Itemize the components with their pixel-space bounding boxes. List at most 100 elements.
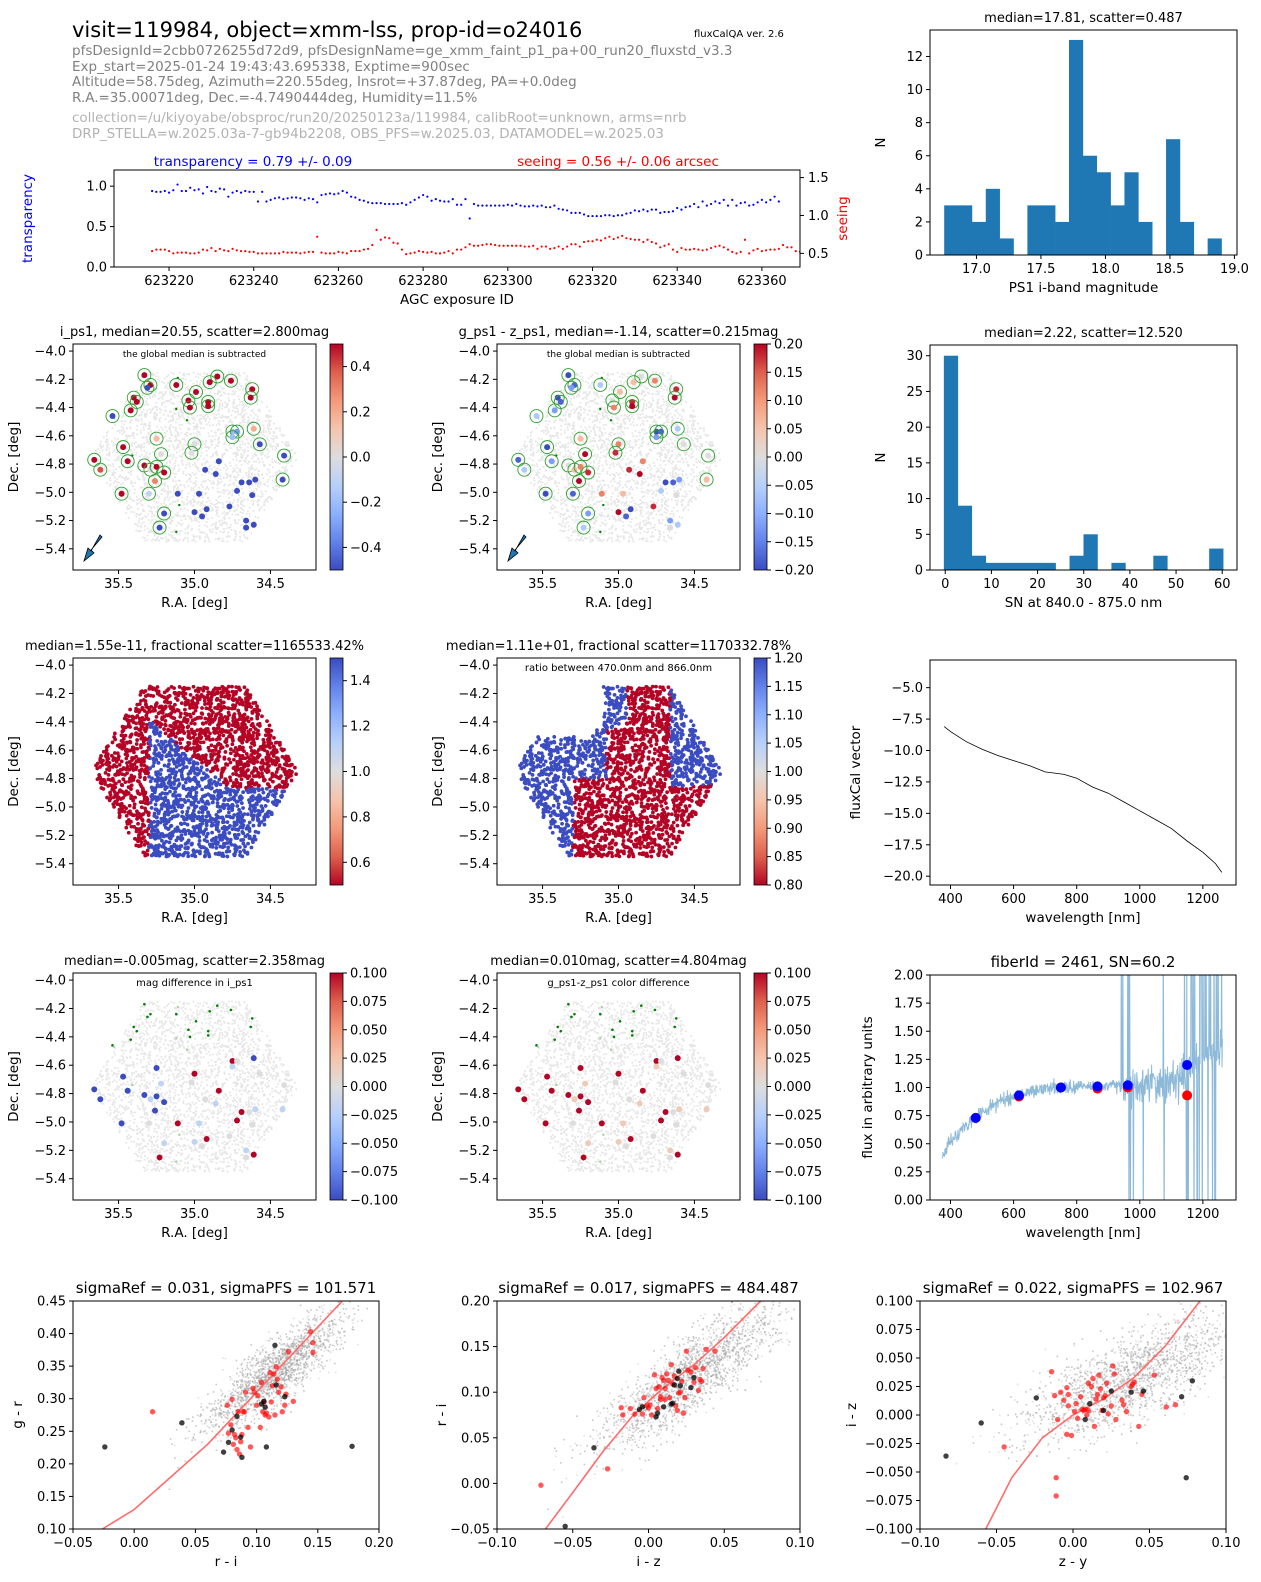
fiber-point	[182, 377, 185, 380]
fiber-point	[218, 391, 221, 393]
fiber-point	[226, 535, 229, 537]
fiber-point	[232, 475, 235, 478]
fiber-point	[536, 444, 539, 447]
fiber-point	[205, 439, 207, 442]
star-point	[203, 506, 210, 513]
fiber-point	[571, 505, 574, 508]
fiber-point	[158, 540, 161, 542]
y-tick-label: 12	[906, 50, 923, 65]
fiber-point	[641, 477, 644, 480]
fiber-point	[113, 418, 116, 421]
fiber-point	[278, 469, 281, 472]
fiber-point	[638, 417, 640, 420]
fiber-point	[691, 428, 694, 431]
fiber-point	[618, 419, 620, 422]
fiber-point	[675, 464, 677, 467]
fiber-point	[235, 453, 238, 456]
fiber-point	[591, 490, 594, 492]
fiber-point	[577, 534, 580, 537]
fiber-point	[563, 478, 565, 481]
fiber-point	[166, 430, 168, 433]
fiber-point	[599, 430, 602, 433]
fiber-point	[264, 501, 266, 504]
fiber-point	[639, 384, 642, 387]
fiber-point	[218, 436, 221, 439]
histogram-bar	[1207, 238, 1222, 255]
fiber-point	[101, 449, 104, 452]
fiber-point	[209, 391, 212, 394]
fiber-point	[639, 499, 642, 502]
fiber-point	[241, 416, 243, 419]
fiber-point	[169, 426, 172, 429]
fiber-point	[118, 429, 121, 432]
fiber-point	[177, 521, 179, 524]
fiber-point	[701, 445, 703, 447]
fiber-point	[594, 371, 597, 374]
fiber-point	[575, 395, 578, 398]
fiber-point	[578, 416, 581, 419]
fiber-point	[583, 397, 585, 400]
fiber-point	[193, 492, 196, 494]
fiber-point	[208, 465, 211, 468]
fiber-point	[196, 387, 199, 390]
fiber-point	[220, 399, 222, 402]
fiber-point	[174, 480, 177, 483]
fiber-point	[190, 389, 193, 392]
fiber-point	[176, 539, 179, 542]
fiber-point	[218, 464, 221, 467]
fiber-point	[680, 418, 683, 420]
fiber-point	[131, 481, 134, 484]
fiber-point	[225, 375, 228, 378]
fiber-point	[545, 476, 548, 478]
fiber-point	[569, 389, 571, 392]
fiber-point	[697, 481, 700, 484]
transparency-point	[637, 210, 641, 213]
fiber-point	[597, 528, 600, 531]
fiber-point	[120, 420, 123, 422]
fiber-point	[269, 420, 272, 423]
fiber-point	[125, 443, 128, 445]
fiber-point	[229, 510, 231, 513]
fiber-point	[164, 405, 167, 408]
fiber-point	[166, 519, 169, 522]
fiber-point	[218, 491, 221, 494]
fiber-point	[568, 477, 571, 479]
fiber-point	[643, 429, 646, 432]
fiber-point	[603, 440, 606, 443]
fiber-point	[257, 474, 260, 477]
y-tick-label: −5.4	[34, 542, 66, 557]
fiber-point	[251, 480, 254, 483]
fiber-point	[250, 403, 253, 406]
fiber-point	[211, 435, 214, 438]
fiber-point	[165, 507, 168, 510]
fiber-point	[695, 479, 698, 482]
right-tick-label: 1.5	[808, 171, 829, 186]
fiber-point	[706, 471, 709, 474]
transparency-point	[752, 203, 755, 206]
fiber-point	[633, 530, 636, 533]
fiber-point	[558, 413, 561, 416]
fiber-point	[164, 391, 167, 394]
fiber-point	[251, 473, 254, 476]
fiber-point	[643, 385, 646, 388]
fiber-point	[189, 379, 192, 382]
fiber-point	[664, 463, 667, 466]
fiber-point	[227, 410, 230, 413]
fiber-point	[192, 447, 195, 450]
seeing-point	[383, 236, 387, 239]
fiber-point	[158, 392, 161, 395]
fiber-point	[541, 443, 544, 446]
fiber-point	[634, 400, 637, 403]
fiber-point	[285, 445, 288, 448]
fiber-point	[592, 448, 594, 451]
fiber-point	[240, 453, 242, 456]
fiber-point	[614, 528, 617, 531]
fiber-point	[598, 435, 601, 438]
fiber-point	[218, 405, 221, 408]
fiber-point	[146, 451, 148, 454]
seeing-point	[273, 252, 277, 255]
fiber-point	[139, 446, 142, 448]
transparency-point	[595, 214, 598, 218]
fiber-point	[208, 435, 211, 438]
transparency-point	[494, 204, 497, 207]
